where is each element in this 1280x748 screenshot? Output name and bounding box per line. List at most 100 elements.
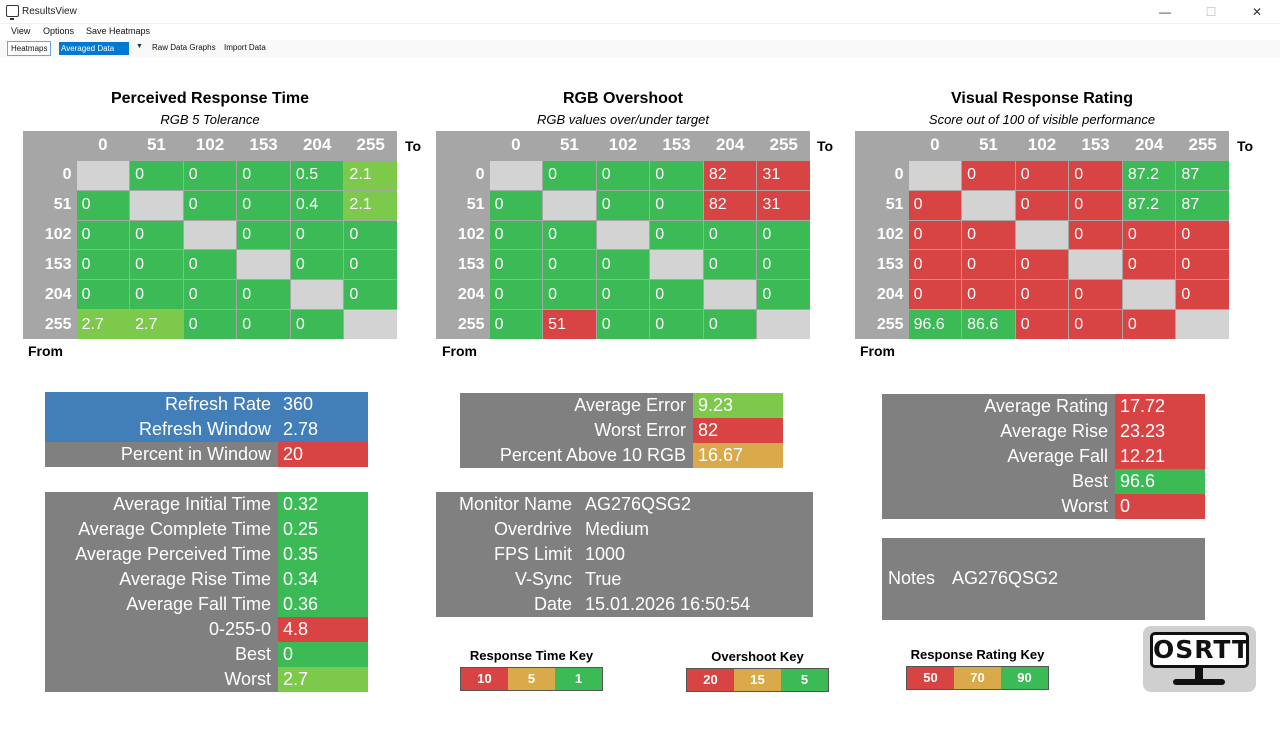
heatmap-cell-empty [1015,220,1069,250]
heatmap-cell-empty [1176,310,1229,339]
heatmap-column-header: 51 [130,131,183,160]
stat-row: Average Initial Time 0.32 [45,492,368,517]
heatmap-cell: 0 [543,220,596,250]
heatmap-cell: 0 [76,280,130,310]
logo-stand [1195,668,1203,680]
stat-label: Best [1071,471,1108,491]
menu-save-heatmaps[interactable]: Save Heatmaps [86,26,151,36]
heatmap-column-header: 51 [962,131,1015,160]
heatmap-cell-empty [130,190,183,220]
heatmap-title-response-time: Perceived Response Time [110,90,310,107]
stat-row: Average Fall Time 0.36 [45,592,368,617]
stat-row: V-Sync True [436,567,813,592]
stat-label: Average Initial Time [113,494,271,514]
heatmap-cell: 0 [1176,250,1229,280]
heatmap-cell-empty [290,280,344,310]
heatmap-cell-empty [962,190,1015,220]
stat-value: Medium [585,519,650,539]
heatmap-column-header: 255 [757,131,810,160]
heatmap-subtitle-response-time: RGB 5 Tolerance [160,112,260,127]
osrtt-logo: OSRTT [1143,626,1256,692]
heatmap-cell: 0 [290,250,344,280]
heatmap-column-header: 102 [1015,131,1069,160]
axis-to-label: To [817,138,834,154]
heatmap-cell: 0 [1069,160,1122,190]
logo-base [1173,679,1225,685]
heatmap-cell-empty [543,190,596,220]
heatmap-column-header: 102 [183,131,237,160]
heatmap-row-header: 204 [436,280,489,310]
heatmap-cell: 0 [908,190,962,220]
heatmap-cell: 0 [130,250,183,280]
heatmap-cell: 0 [344,250,397,280]
stat-value: 82 [693,418,783,443]
heatmap-column-header: 153 [1069,131,1122,160]
heatmap-row-header: 255 [855,310,908,339]
stat-value: 0.34 [278,567,368,592]
stat-label: Worst [224,669,271,689]
stat-row: Date 15.01.2026 16:50:54 [436,592,813,617]
stat-row: Average Fall 12.21 [882,444,1205,469]
maximize-button[interactable]: ☐ [1205,5,1217,19]
key-cell: 10 [461,668,508,690]
stat-row: Average Complete Time 0.25 [45,517,368,542]
stat-row: Best 0 [45,642,368,667]
stat-value: 0 [278,642,368,667]
stat-value: 17.72 [1115,394,1205,419]
stat-row: Refresh Window 2.78 [45,417,368,442]
heatmap-title-rating: Visual Response Rating [951,90,1133,107]
heatmap-cell: 0 [130,160,183,190]
heatmap-corner [436,131,489,160]
stat-row: Percent Above 10 RGB 16.67 [460,443,783,468]
heatmap-cell: 0 [1015,310,1069,339]
notes-value: AG276QSG2 [952,568,1059,588]
key-cell: 5 [508,668,555,690]
key-cell: 20 [687,669,734,691]
heatmap-cell: 0 [908,250,962,280]
heatmaps-button[interactable]: Heatmaps [7,41,52,56]
heatmap-cell: 0 [489,250,543,280]
rating-key-title: Response Rating Key [910,647,1045,662]
heatmap-row-header: 51 [855,190,908,220]
heatmap-cell-empty [908,160,962,190]
minimize-button[interactable]: — [1159,5,1171,19]
heatmap-cell: 0 [1015,190,1069,220]
app-icon [6,5,19,20]
menu-view[interactable]: View [11,26,31,36]
close-button[interactable]: ✕ [1251,5,1263,19]
heatmap-row-header: 51 [23,190,76,220]
stat-label: Average Error [574,395,686,415]
stat-row: Average Rating 17.72 [882,394,1205,419]
heatmap-cell: 0 [962,160,1015,190]
heatmap-cell: 87.2 [1122,160,1176,190]
key-cell: 5 [781,669,828,691]
heatmap-row-header: 0 [436,160,489,190]
raw-data-graphs-button[interactable]: Raw Data Graphs [152,43,216,52]
import-data-button[interactable]: Import Data [224,43,266,52]
key-cell: 1 [555,668,602,690]
heatmap-cell: 0 [1015,160,1069,190]
heatmap-cell: 87.2 [1122,190,1176,220]
heatmap-cell: 0 [183,160,237,190]
view-select[interactable]: Averaged Data [59,42,129,55]
heatmap-cell: 0 [1015,280,1069,310]
overshoot-stats-box: Average Error 9.23 Worst Error 82 Percent Ab… [460,393,783,468]
heatmap-cell: 0 [76,220,130,250]
stat-value: 360 [278,392,368,417]
heatmap-cell: 0 [650,280,703,310]
title-bar: ResultsView — ☐ ✕ [0,0,1280,24]
heatmap-title-overshoot: RGB Overshoot [562,90,683,107]
stat-value: 0 [1115,494,1205,519]
heatmap-column-header: 102 [596,131,650,160]
menu-options[interactable]: Options [43,26,75,36]
chevron-down-icon[interactable]: ▼ [136,43,143,50]
heatmap-cell-empty [757,310,810,339]
heatmap-cell: 0 [290,310,344,339]
heatmap-cell: 2.1 [344,160,397,190]
heatmap-cell: 0 [237,220,290,250]
heatmap-cell: 0 [962,280,1015,310]
stat-row: Average Rise Time 0.34 [45,567,368,592]
stat-label: Refresh Rate [164,394,271,414]
response-time-key: 10 5 1 [460,667,603,691]
heatmap-cell: 0.5 [290,160,344,190]
